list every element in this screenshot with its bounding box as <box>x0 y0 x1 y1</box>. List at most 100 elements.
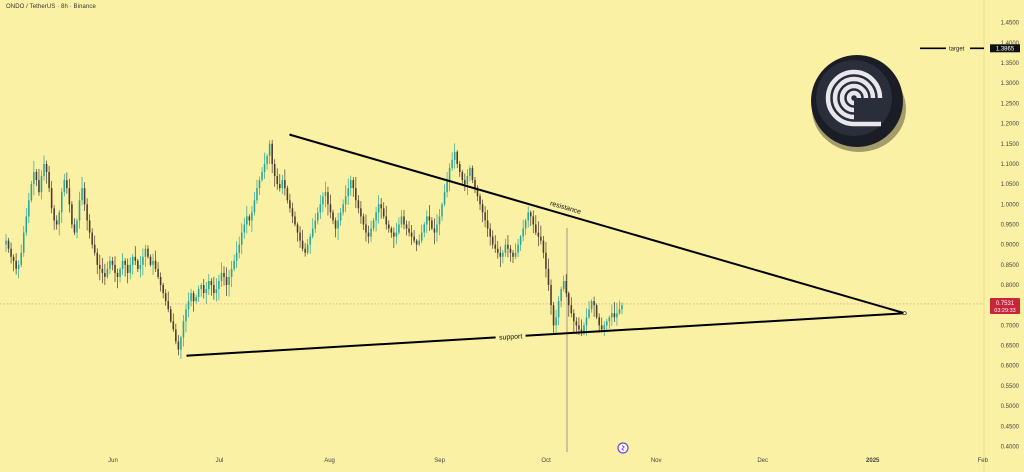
candle-body <box>240 232 243 245</box>
candle-body <box>93 244 96 253</box>
candle-body <box>175 329 177 342</box>
y-tick-label: 0.4500 <box>1001 424 1020 430</box>
candle-body <box>370 228 372 237</box>
candle-body <box>246 216 248 225</box>
candle-body <box>48 172 50 189</box>
candle-body <box>517 244 519 253</box>
candle-body <box>595 305 598 318</box>
candle-body <box>99 264 101 269</box>
candle-body <box>491 236 494 245</box>
resistance-label: resistance <box>549 200 582 216</box>
candle-body <box>195 297 197 302</box>
y-tick-label: 0.6000 <box>1001 364 1020 370</box>
candle-body <box>585 317 588 326</box>
candle-body <box>126 264 129 273</box>
y-tick-label: 0.4000 <box>1001 444 1020 450</box>
candle-body <box>301 240 304 249</box>
y-tick-label: 1.0500 <box>1001 182 1020 188</box>
candle-body <box>68 188 71 205</box>
candle-body <box>147 248 149 257</box>
candle-body <box>497 248 499 253</box>
candle-body <box>509 248 512 253</box>
candle-body <box>119 268 121 277</box>
ondo-logo-ring <box>832 76 876 120</box>
current-price-tag <box>990 297 1020 314</box>
candle-body <box>152 260 154 265</box>
candle-body <box>443 192 446 205</box>
candle-body <box>284 180 286 189</box>
candle-body <box>164 293 167 302</box>
candle-body <box>398 224 400 233</box>
chart-title: ONDO / TetherUS · 8h · Binance <box>6 4 96 10</box>
candle-body <box>10 248 12 257</box>
candle-body <box>172 321 175 330</box>
support-start-handle[interactable] <box>186 354 189 357</box>
apex-handle[interactable] <box>902 311 907 316</box>
candle-body <box>7 240 10 249</box>
candle-body <box>375 212 377 221</box>
candle-body <box>142 256 144 265</box>
candle-body <box>535 224 537 233</box>
target-price-tag <box>990 44 1020 53</box>
x-tick-label: Oct <box>541 458 551 464</box>
candle-body <box>322 196 324 205</box>
candle-body <box>474 180 476 189</box>
candle-body <box>73 224 76 233</box>
candle-body <box>600 325 603 330</box>
candle-body <box>611 313 613 318</box>
candle-body <box>532 216 535 225</box>
candle-body <box>608 317 611 322</box>
candle-body <box>337 220 339 229</box>
candle-body <box>134 256 137 261</box>
candle-body <box>400 216 403 225</box>
candle-body <box>271 143 273 164</box>
candle-body <box>557 301 560 318</box>
candle-body <box>144 248 147 257</box>
resistance-trendline[interactable] <box>290 133 905 315</box>
candle-body <box>410 232 413 237</box>
candle-body <box>55 220 58 225</box>
candle-body <box>20 252 22 265</box>
candle-body <box>235 252 238 261</box>
candle-body <box>317 212 319 221</box>
resistance-start-handle[interactable] <box>289 133 292 137</box>
candle-body <box>71 204 73 225</box>
candle-body <box>131 256 134 265</box>
candle-body <box>327 192 329 205</box>
candle-body <box>251 212 253 221</box>
candle-body <box>248 216 251 221</box>
y-tick-label: 0.9000 <box>1001 243 1020 249</box>
candle-body <box>355 188 357 201</box>
x-tick-label: Sep <box>434 458 445 464</box>
candle-body <box>111 260 114 265</box>
candle-body <box>347 188 350 197</box>
candle-body <box>365 224 367 233</box>
candle-body <box>481 204 484 213</box>
candle-body <box>233 260 235 269</box>
candle-body <box>38 180 40 193</box>
candle-body <box>116 272 119 277</box>
candle-body <box>218 280 220 290</box>
event-marker-icon[interactable] <box>617 442 629 454</box>
candle-body <box>339 212 342 221</box>
candle-body <box>471 167 474 181</box>
candle-body <box>101 268 104 273</box>
candle-body <box>329 204 332 213</box>
candle-body <box>63 180 66 193</box>
candle-body <box>88 220 91 233</box>
candle-body <box>35 172 38 181</box>
candle-body <box>106 268 109 277</box>
candle-body <box>266 155 268 164</box>
candle-body <box>413 236 415 241</box>
candle-body <box>385 216 388 225</box>
candle-body <box>542 240 545 253</box>
candle-body <box>149 256 152 265</box>
candle-body <box>390 228 393 233</box>
support-trendline[interactable] <box>187 312 905 357</box>
candle-body <box>380 204 382 209</box>
candle-body <box>58 212 61 225</box>
candle-body <box>469 167 471 177</box>
candle-body <box>415 240 418 245</box>
